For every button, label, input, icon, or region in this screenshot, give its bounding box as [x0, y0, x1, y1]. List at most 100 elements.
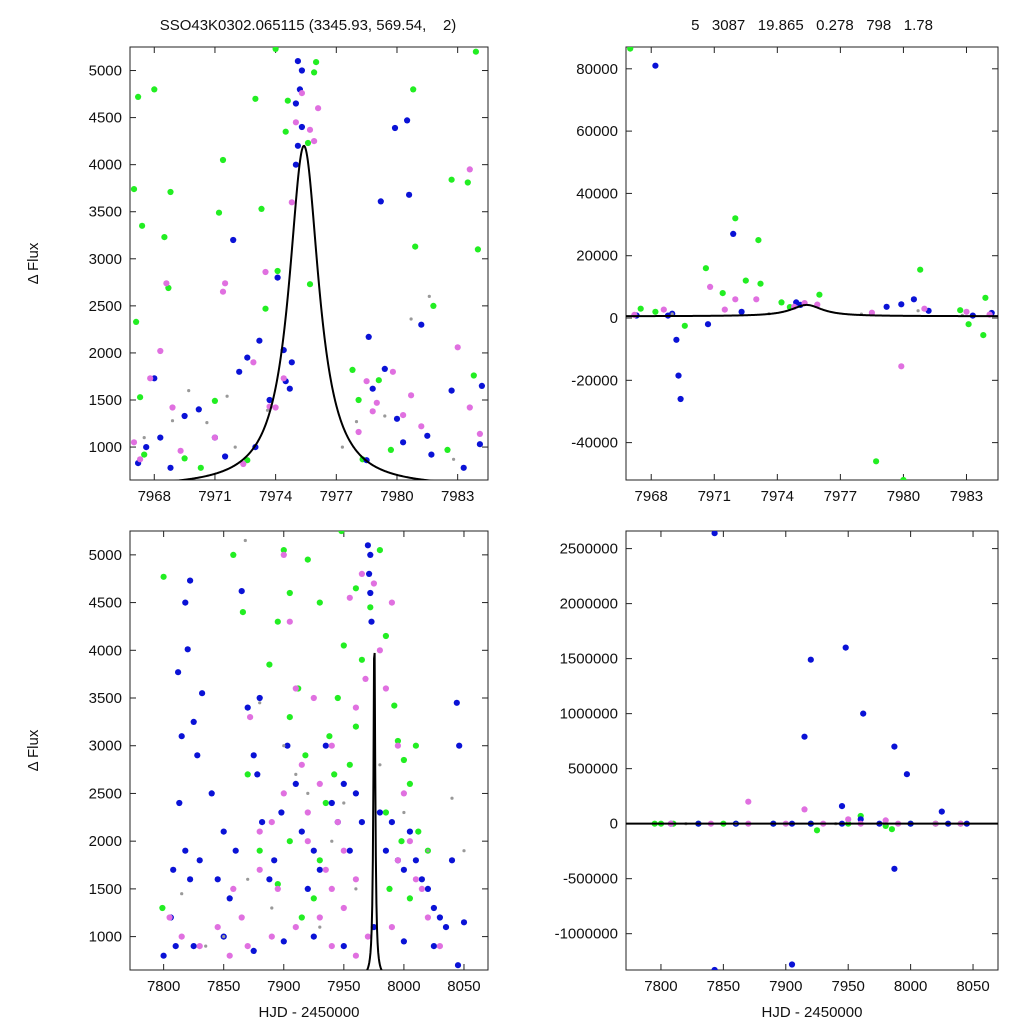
fit-curve — [626, 303, 998, 318]
point-green — [331, 771, 338, 778]
points-layer — [627, 47, 995, 480]
y-tick-label: 4000 — [89, 642, 122, 659]
y-tick-label: 60000 — [576, 123, 618, 140]
y-tick-label: 4500 — [89, 110, 122, 127]
point-green — [230, 551, 237, 559]
point-green — [244, 771, 251, 778]
y-tick-label: -1000000 — [555, 926, 618, 943]
point-blue — [738, 308, 745, 315]
point-blue — [406, 191, 413, 198]
point-pink — [882, 817, 889, 824]
panel-top-right: 7968 7971 7974 7977 7980 7983 -40000 -20000 0 200… — [571, 46, 999, 505]
point-pink — [406, 838, 413, 845]
point-pink — [418, 423, 425, 430]
point-pink — [256, 828, 263, 835]
point-blue — [220, 828, 227, 835]
point-blue — [182, 599, 189, 606]
point-blue — [430, 904, 437, 912]
point-pink — [322, 866, 329, 873]
point-blue — [442, 924, 450, 931]
point-green — [352, 723, 359, 730]
point-blue — [190, 943, 197, 950]
point-blue — [910, 296, 918, 303]
point-blue — [730, 230, 737, 237]
point-pink — [352, 876, 359, 883]
point-blue — [195, 406, 202, 413]
point-green — [415, 828, 422, 835]
point-pink — [394, 742, 401, 749]
point-pink — [408, 392, 415, 399]
point-blue — [298, 828, 305, 835]
y-axis-label: Δ Flux — [25, 729, 42, 771]
point-pink — [352, 704, 359, 711]
point-blue — [176, 799, 183, 807]
point-pink — [963, 308, 970, 315]
point-blue — [801, 733, 808, 740]
point-blue — [298, 123, 305, 131]
point-gray — [180, 892, 184, 896]
point-pink — [292, 685, 299, 692]
point-blue — [254, 771, 261, 778]
y-tick-label: 1000 — [89, 439, 122, 456]
point-pink — [845, 816, 852, 823]
point-green — [161, 234, 168, 241]
x-tick-label: 7968 — [635, 488, 668, 505]
point-green — [917, 266, 924, 273]
point-pink — [424, 914, 431, 921]
point-blue — [181, 412, 188, 420]
x-tick-label: 8050 — [447, 978, 480, 995]
point-pink — [346, 594, 353, 601]
point-gray — [294, 772, 298, 777]
point-blue — [259, 819, 266, 826]
point-gray — [427, 294, 431, 298]
point-pink — [315, 105, 322, 112]
point-pink — [466, 166, 473, 173]
point-blue — [292, 780, 299, 788]
point-blue — [857, 816, 864, 823]
point-pink — [247, 714, 254, 721]
point-gray — [265, 408, 270, 412]
point-pink — [382, 685, 389, 692]
point-green — [412, 243, 419, 250]
point-blue — [788, 961, 796, 968]
point-blue — [236, 368, 243, 375]
point-blue — [376, 809, 383, 816]
point-green — [266, 661, 273, 668]
y-tick-label: 1000000 — [560, 706, 618, 723]
point-green — [375, 377, 382, 384]
point-pink — [352, 952, 359, 959]
point-green — [702, 265, 710, 272]
point-blue — [170, 866, 177, 873]
point-blue — [369, 385, 376, 392]
point-pink — [363, 378, 370, 385]
point-green — [444, 446, 451, 453]
point-pink — [436, 943, 443, 950]
point-blue — [711, 966, 718, 970]
x-tick-label: 7968 — [138, 488, 171, 505]
point-pink — [355, 428, 362, 436]
point-pink — [137, 456, 144, 463]
point-blue — [340, 780, 347, 788]
point-blue — [388, 819, 395, 826]
point-pink — [230, 885, 237, 893]
point-pink — [286, 618, 293, 625]
point-blue — [391, 124, 399, 132]
point-green — [211, 397, 218, 404]
point-green — [197, 464, 204, 471]
point-blue — [860, 710, 867, 717]
point-blue — [891, 743, 898, 750]
point-pink — [328, 742, 335, 749]
y-tick-label: 2500 — [89, 298, 122, 315]
point-blue — [430, 943, 437, 950]
point-blue — [476, 441, 483, 448]
point-blue — [368, 618, 375, 625]
point-gray — [205, 421, 209, 425]
point-green — [957, 307, 964, 314]
point-blue — [294, 58, 301, 65]
point-gray — [450, 796, 454, 800]
point-pink — [660, 306, 667, 313]
point-pink — [389, 368, 396, 375]
point-blue — [381, 365, 388, 372]
point-blue — [274, 274, 281, 281]
point-blue — [288, 359, 295, 366]
